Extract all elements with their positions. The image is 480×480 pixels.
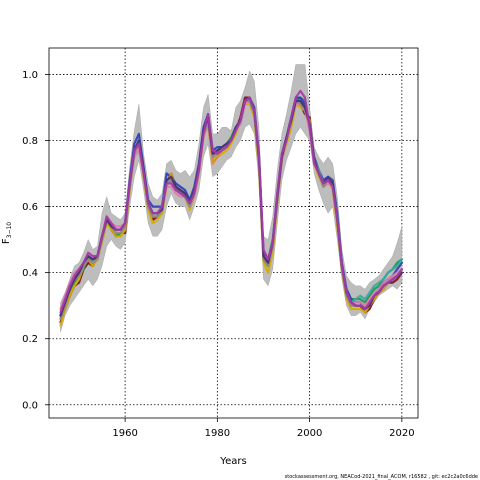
y-tick-label-1: 0.2 bbox=[22, 334, 38, 345]
confidence-band-group bbox=[60, 64, 403, 333]
x-tick-label-3: 2020 bbox=[389, 428, 414, 439]
y-axis-title: F3−10 bbox=[1, 222, 13, 244]
axes: 1960 1980 2000 2020 0.0 0.2 0.4 0.6 0.8 1.0 bbox=[22, 70, 414, 439]
series-lines-group bbox=[59, 89, 403, 327]
y-tick-label-2: 0.4 bbox=[22, 268, 38, 279]
plot-frame bbox=[48, 47, 419, 419]
x-tick-label-0: 1960 bbox=[112, 428, 137, 439]
grid-lines bbox=[49, 48, 418, 418]
confidence-band bbox=[60, 64, 403, 333]
y-axis-title-subscript: 3−10 bbox=[6, 222, 13, 239]
x-tick-label-2: 2000 bbox=[297, 428, 322, 439]
x-axis-title: Years bbox=[219, 456, 246, 467]
y-tick-label-0: 0.0 bbox=[22, 400, 38, 411]
y-axis-title-main: F bbox=[1, 238, 12, 244]
y-tick-label-5: 1.0 bbox=[22, 70, 38, 81]
y-tick-label-4: 0.8 bbox=[22, 136, 38, 147]
x-tick-label-1: 1980 bbox=[205, 428, 230, 439]
svg-text:F3−10: F3−10 bbox=[1, 222, 13, 244]
footer-credit: stockassessment.org, NEACod-2021_final_A… bbox=[285, 474, 478, 480]
y-tick-label-3: 0.6 bbox=[22, 202, 38, 213]
series-line-9 bbox=[59, 89, 403, 314]
